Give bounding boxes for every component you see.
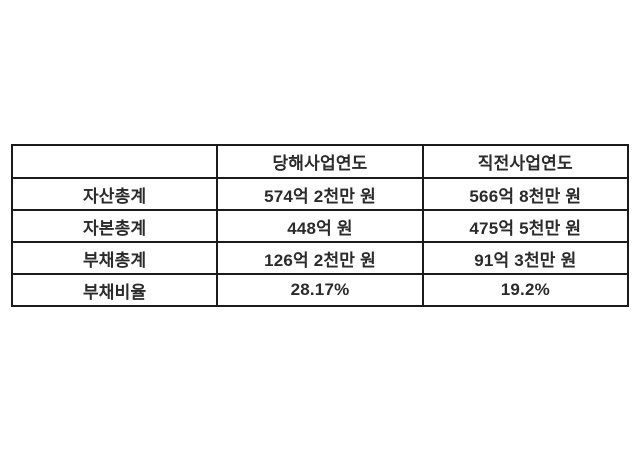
table-row-total-assets: 자산총계 574억 2천만 원 566억 8천만 원 [10, 177, 630, 211]
row-label-total-equity: 자본총계 [10, 209, 219, 243]
cell-total-liabilities-current: 126억 2천만 원 [216, 241, 424, 275]
header-cell-current-fiscal-year: 당해사업연도 [216, 144, 424, 179]
table-row-total-liabilities: 부채총계 126억 2천만 원 91억 3천만 원 [10, 241, 630, 275]
header-cell-previous-fiscal-year: 직전사업연도 [421, 144, 630, 179]
cell-total-assets-previous: 566억 8천만 원 [421, 177, 630, 211]
table-row-total-equity: 자본총계 448억 원 475억 5천만 원 [10, 209, 630, 243]
row-label-debt-ratio: 부채비율 [10, 273, 219, 307]
cell-total-liabilities-previous: 91억 3천만 원 [421, 241, 630, 275]
cell-total-assets-current: 574억 2천만 원 [216, 177, 424, 211]
header-cell-empty [10, 144, 219, 179]
table-row-debt-ratio: 부채비율 28.17% 19.2% [10, 273, 630, 307]
cell-total-equity-current: 448억 원 [216, 209, 424, 243]
header-row: 당해사업연도 직전사업연도 [10, 144, 630, 179]
cell-total-equity-previous: 475억 5천만 원 [421, 209, 630, 243]
financial-summary-table: 당해사업연도 직전사업연도 자산총계 574억 2천만 원 566억 8천만 원… [10, 144, 630, 307]
financial-summary-table-container: 당해사업연도 직전사업연도 자산총계 574억 2천만 원 566억 8천만 원… [10, 144, 630, 307]
cell-debt-ratio-previous: 19.2% [421, 273, 630, 307]
row-label-total-assets: 자산총계 [10, 177, 219, 211]
cell-debt-ratio-current: 28.17% [216, 273, 424, 307]
row-label-total-liabilities: 부채총계 [10, 241, 219, 275]
